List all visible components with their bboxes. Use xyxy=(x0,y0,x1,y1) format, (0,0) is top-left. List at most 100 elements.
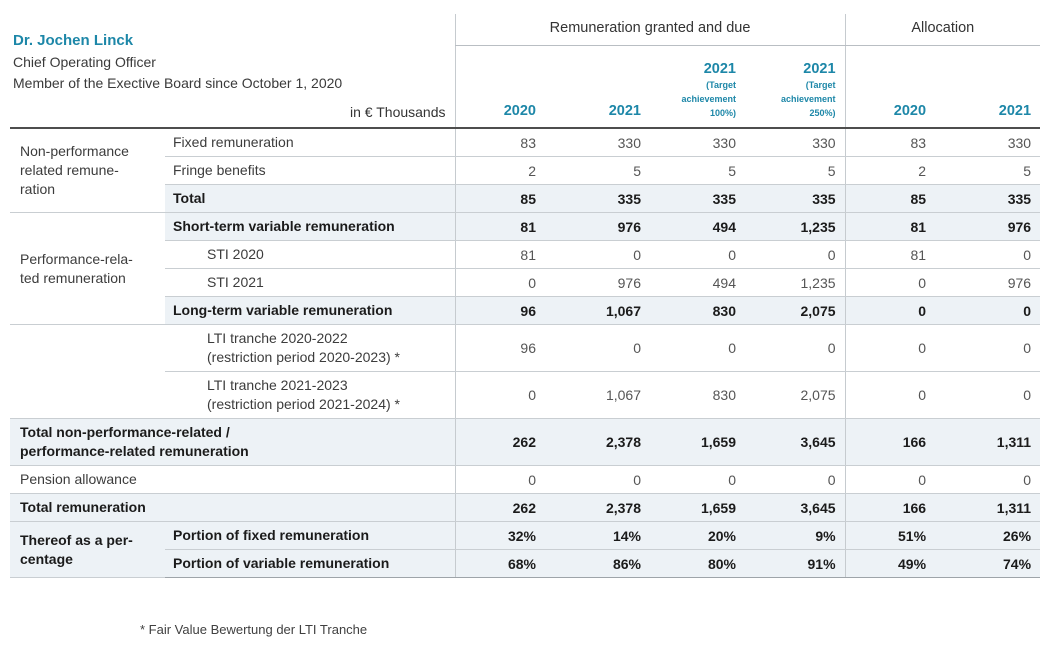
value-cell: 335 xyxy=(650,184,745,213)
row-label-line: LTI tranche 2021-2023 xyxy=(207,377,348,393)
value-cell: 0 xyxy=(844,296,936,325)
table-row: Total remuneration 262 2,378 1,659 3,645 166 1… xyxy=(10,493,1041,522)
year-column-header: 2020 xyxy=(844,45,936,129)
table-row: Total non-performance-related / performan… xyxy=(10,418,1041,466)
value-cell: 1,659 xyxy=(650,493,745,522)
value-cell: 0 xyxy=(454,268,545,297)
value-cell: 335 xyxy=(745,184,846,213)
value-cell: 2 xyxy=(844,156,936,185)
year-column-header: 2021 xyxy=(545,45,650,129)
row-label: Fringe benefits xyxy=(165,156,455,185)
row-label: Portion of fixed remuneration xyxy=(165,521,455,550)
table-row: STI 2021 0 976 494 1,235 0 976 xyxy=(10,268,1041,297)
year-label: 2021 xyxy=(998,103,1032,119)
year-subnote: achievement xyxy=(681,94,736,104)
value-cell: 1,235 xyxy=(745,212,846,241)
value-cell: 9% xyxy=(745,521,846,550)
value-cell: 5 xyxy=(650,156,745,185)
value-cell: 0 xyxy=(935,240,1041,269)
value-cell: 0 xyxy=(545,240,650,269)
value-cell: 0 xyxy=(454,371,545,419)
table-row: Pension allowance 0 0 0 0 0 0 xyxy=(10,465,1041,494)
value-cell: 1,659 xyxy=(650,418,745,466)
value-cell: 0 xyxy=(745,240,846,269)
year-subnote: (Target xyxy=(706,80,736,90)
table-row: LTI tranche 2020-2022 (restriction period… xyxy=(10,324,1041,419)
row-label-line: Total non-performance-related / xyxy=(20,424,230,440)
year-subnote: 100%) xyxy=(709,108,736,118)
value-cell: 0 xyxy=(745,465,846,494)
year-header-row: in € Thousands 2020 2021 2021 (Target ac… xyxy=(10,45,1041,129)
group-label-line: ted remuneration xyxy=(20,269,126,286)
value-cell: 2,075 xyxy=(745,371,846,419)
value-cell: 3,645 xyxy=(745,418,846,466)
value-cell: 0 xyxy=(545,324,650,372)
table-row: Thereof as a per-centage Portion of fixed… xyxy=(10,521,1041,578)
row-label-line: performance-related remuneration xyxy=(20,443,249,459)
value-cell: 49% xyxy=(844,549,936,578)
value-cell: 335 xyxy=(935,184,1041,213)
person-name: Dr. Jochen Linck xyxy=(13,32,134,49)
person-tenure: Member of the Exective Board since Octob… xyxy=(13,75,343,91)
value-cell: 86% xyxy=(545,549,650,578)
value-cell: 26% xyxy=(935,521,1041,550)
column-group-row: Remuneration granted and due Allocation xyxy=(10,14,1041,46)
value-cell: 330 xyxy=(935,128,1041,157)
table-row: Portion of variable remuneration 68% 86% 80… xyxy=(10,549,1041,578)
value-cell: 166 xyxy=(844,493,936,522)
value-cell: 0 xyxy=(650,240,745,269)
value-cell: 83 xyxy=(844,128,936,157)
value-cell: 0 xyxy=(650,465,745,494)
value-cell: 830 xyxy=(650,296,745,325)
value-cell: 81 xyxy=(844,240,936,269)
value-cell: 81 xyxy=(454,240,545,269)
value-cell: 330 xyxy=(545,128,650,157)
group-label: Performance-rela-ted remuneration xyxy=(10,212,165,325)
value-cell: 0 xyxy=(935,324,1041,372)
year-column-header: 2020 xyxy=(454,45,545,129)
value-cell: 1,311 xyxy=(935,418,1041,466)
value-cell: 5 xyxy=(745,156,846,185)
value-cell: 20% xyxy=(650,521,745,550)
row-label: Short-term variable remuneration xyxy=(165,212,455,241)
value-cell: 2,378 xyxy=(545,418,650,466)
table-row: Performance-rela-ted remuneration Short-t… xyxy=(10,212,1041,325)
year-column-header: 2021 (Target achievement 100%) xyxy=(650,45,745,129)
row-label: LTI tranche 2021-2023 (restriction period… xyxy=(165,371,455,419)
value-cell: 0 xyxy=(454,465,545,494)
year-subnote: achievement xyxy=(781,94,836,104)
value-cell: 1,235 xyxy=(745,268,846,297)
year-label: 2020 xyxy=(893,103,927,119)
value-cell: 5 xyxy=(935,156,1041,185)
group-label-line: centage xyxy=(20,550,73,567)
value-cell: 830 xyxy=(650,371,745,419)
value-cell: 2,378 xyxy=(545,493,650,522)
value-cell: 81 xyxy=(844,212,936,241)
value-cell: 0 xyxy=(935,465,1041,494)
row-label: Portion of variable remuneration xyxy=(165,549,455,578)
value-cell: 0 xyxy=(844,268,936,297)
value-cell: 14% xyxy=(545,521,650,550)
table-row: Non-performance related remune-ration Fixe… xyxy=(10,128,1041,213)
value-cell: 51% xyxy=(844,521,936,550)
value-cell: 262 xyxy=(454,418,545,466)
group-label-line: related remune- xyxy=(20,162,119,178)
year-column-header: 2021 xyxy=(935,45,1041,129)
year-label: 2020 xyxy=(503,103,536,119)
value-cell: 0 xyxy=(745,324,846,372)
person-title: Chief Operating Officer xyxy=(13,54,156,70)
value-cell: 494 xyxy=(650,212,745,241)
value-cell: 91% xyxy=(745,549,846,578)
value-cell: 976 xyxy=(935,268,1041,297)
value-cell: 5 xyxy=(545,156,650,185)
value-cell: 0 xyxy=(545,465,650,494)
value-cell: 330 xyxy=(745,128,846,157)
group-label-line: Non-performance xyxy=(20,143,129,159)
group-label-line: Performance-rela- xyxy=(20,250,133,267)
group-label: Non-performance related remune-ration xyxy=(10,128,165,213)
value-cell: 0 xyxy=(844,324,936,372)
table-row: LTI tranche 2021-2023 (restriction period… xyxy=(10,371,1041,419)
group-label: Thereof as a per-centage xyxy=(10,521,165,578)
value-cell: 2 xyxy=(454,156,545,185)
value-cell: 0 xyxy=(650,324,745,372)
